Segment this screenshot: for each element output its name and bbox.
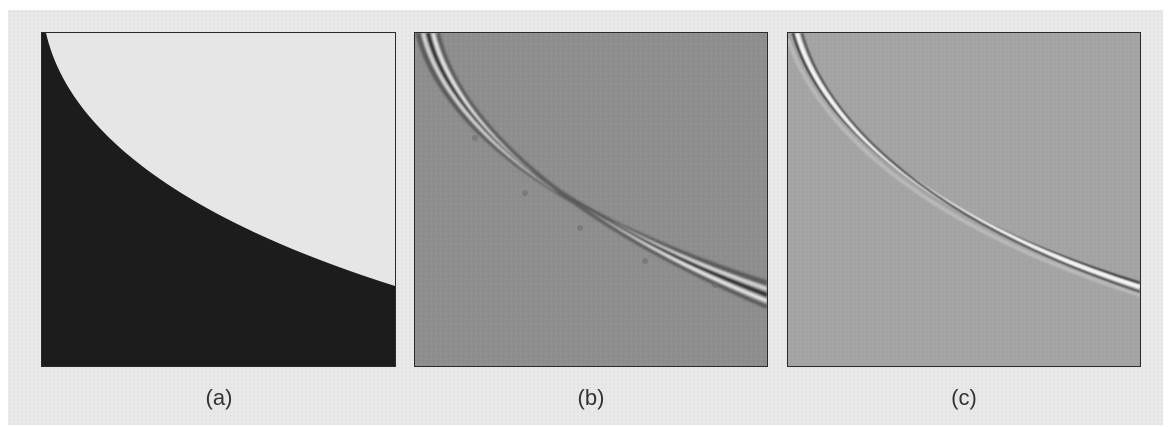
edge-outer-shadow [415,33,767,286]
panel-c-svg [788,33,1140,366]
edge-highlight-1 [421,33,767,291]
panel-a-svg [42,33,395,366]
panel-c-smooth-edge-response [787,32,1141,367]
edge-inner-shadow [436,33,767,309]
panel-b-noisy-edge-response [414,32,768,367]
dark-region [42,33,395,366]
figure: (a) (b) (c) [8,10,1163,425]
caption-c: (c) [951,385,977,410]
edge-bright-line [795,33,1140,289]
noisy-background [415,33,767,366]
edge-faint-halo [788,38,1140,297]
panel-b-svg [415,33,767,366]
panel-a-step-edge-image [41,32,396,367]
caption-b: (b) [577,385,605,410]
smooth-background [788,33,1140,366]
noise-blobs [472,135,718,288]
caption-a: (a) [205,385,233,410]
edge-response-band [415,33,767,309]
edge-dark-inner [800,33,1140,294]
edge-response-curve [788,33,1140,297]
